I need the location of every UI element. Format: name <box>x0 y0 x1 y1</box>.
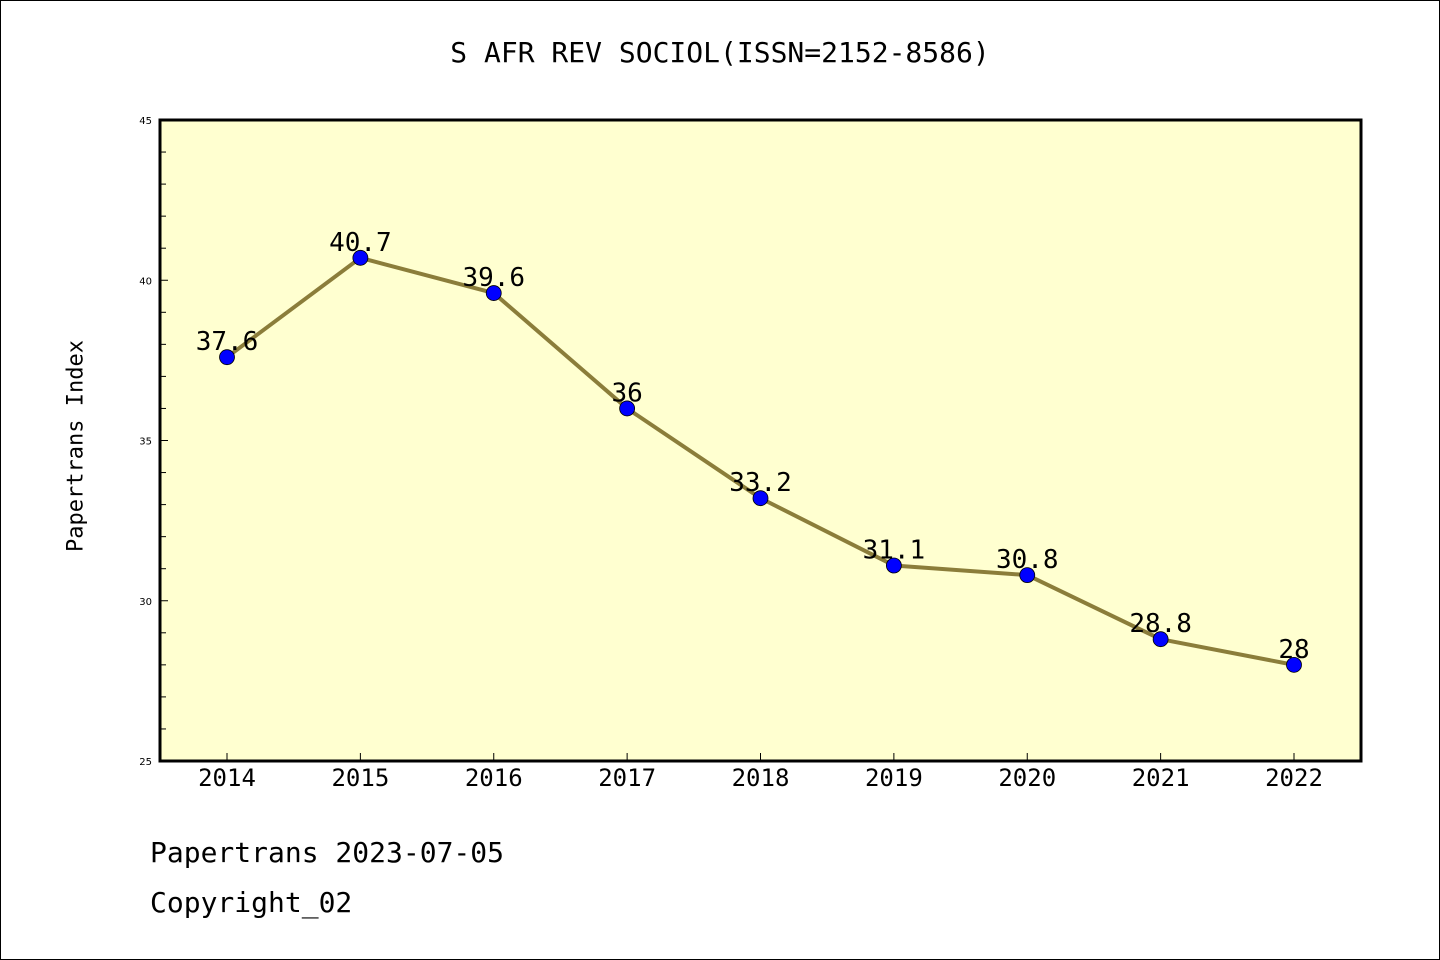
x-tick-label: 2015 <box>331 764 389 792</box>
x-axis: 2014 2015 2016 2017 2018 2019 2020 2021 2022 <box>198 753 1323 792</box>
data-markers <box>219 249 1302 673</box>
x-tick-label: 2021 <box>1132 764 1190 792</box>
data-label: 28 <box>1278 635 1309 665</box>
data-point <box>1286 656 1302 673</box>
footer-copyright: Copyright_02 <box>150 886 353 919</box>
data-point <box>1152 631 1169 648</box>
data-label: 39.6 <box>462 263 525 293</box>
y-tick-label: 40 <box>139 276 152 287</box>
data-label: 37.6 <box>196 327 259 357</box>
x-tick-label: 2020 <box>998 764 1056 792</box>
chart-title: S AFR REV SOCIOL(ISSN=2152-8586) <box>450 36 990 69</box>
data-point <box>619 400 636 417</box>
y-tick-label: 35 <box>139 437 152 448</box>
data-labels: 37.6 40.7 39.6 36 33.2 31.1 30.8 28.8 28 <box>196 228 1310 665</box>
x-tick-label: 2014 <box>198 764 256 792</box>
data-label: 31.1 <box>863 535 926 565</box>
plot-area <box>160 120 1361 761</box>
data-point <box>1019 567 1036 584</box>
data-point <box>352 249 369 266</box>
data-label: 40.7 <box>329 228 392 258</box>
x-tick-label: 2022 <box>1265 764 1323 792</box>
data-label: 36 <box>611 378 642 408</box>
x-tick-label: 2018 <box>732 764 790 792</box>
data-point <box>752 490 769 507</box>
y-tick-label: 30 <box>139 597 152 608</box>
y-tick-label: 25 <box>139 757 152 768</box>
data-label: 30.8 <box>996 545 1059 575</box>
plot-border <box>158 118 1363 763</box>
data-point <box>485 285 502 301</box>
y-tick-label: 45 <box>139 116 152 127</box>
data-label: 33.2 <box>729 468 792 498</box>
footer-date: Papertrans 2023-07-05 <box>150 836 505 869</box>
x-tick-label: 2017 <box>598 764 656 792</box>
data-point <box>219 349 235 366</box>
data-label: 28.8 <box>1129 609 1192 639</box>
x-tick-label: 2019 <box>865 764 923 792</box>
x-tick-label: 2016 <box>465 764 523 792</box>
data-point <box>885 557 902 574</box>
